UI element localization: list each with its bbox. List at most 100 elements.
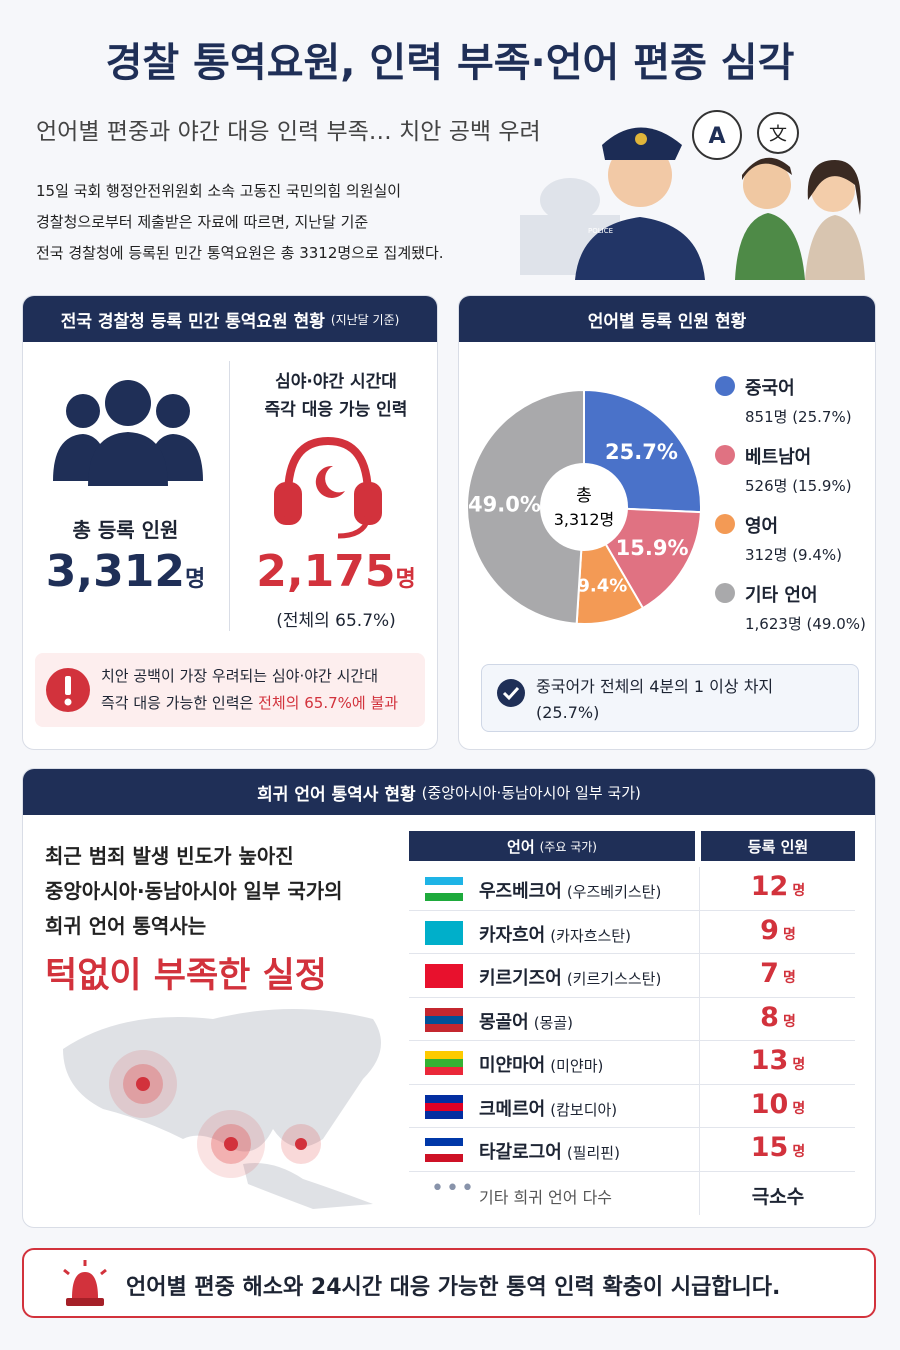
count: 15 xyxy=(750,1132,789,1163)
country: (필리핀) xyxy=(566,1144,620,1162)
check-icon xyxy=(497,679,525,707)
other-count: 극소수 xyxy=(751,1185,805,1208)
alert-part: 즉각 대응 가능한 인력은 xyxy=(101,694,259,712)
col-divider xyxy=(699,954,700,997)
night: 2,175명 xyxy=(233,546,437,597)
header-note: (주요 국가) xyxy=(539,839,597,854)
flag-stripe xyxy=(425,1102,463,1111)
col-divider xyxy=(699,1171,700,1215)
panel-title: 언어별 등록 인원 현황 xyxy=(587,311,747,332)
table-row: 카자흐어 (카자흐스탄) 9 명 xyxy=(409,910,855,954)
country: (카자흐스탄) xyxy=(550,926,631,945)
body-line: 전국 경찰청에 등록된 민간 통역요원은 총 3312명으로 집계됐다. xyxy=(36,244,444,262)
total-value: 3,312 xyxy=(45,546,185,597)
flag-stripe xyxy=(425,936,463,945)
alert-box: 치안 공백이 가장 우려되는 심야·야간 시간대 즉각 대응 가능한 인력은 전체… xyxy=(35,653,425,727)
legend-swatch xyxy=(715,445,735,465)
flag-stripe xyxy=(425,920,463,929)
footer-message: 언어별 편중 해소와 24시간 대응 가능한 통역 인력 확충이 시급합니다. xyxy=(126,1275,781,1300)
bubble-label: 文 xyxy=(769,124,787,145)
row-language: 미얀마어 (미얀마) xyxy=(479,1051,603,1077)
pie-chart: 25.7% 15.9% 9.4% 49.0% 총 3,312명 xyxy=(466,388,702,625)
language: 카자흐어 xyxy=(479,924,546,946)
body-line: 15일 국회 행정안전위원회 소속 고동진 국민의힘 의원실이 xyxy=(36,182,402,200)
unit: 명 xyxy=(792,1144,806,1160)
pie-slice xyxy=(466,388,585,625)
night-value: 2,175 xyxy=(256,546,396,597)
table-row: 타갈로그어 (필리핀) 15 명 xyxy=(409,1128,855,1172)
note-box: 중국어가 전체의 4분의 1 이상 차지 (25.7%) xyxy=(481,664,859,732)
note-line: 중국어가 전체의 4분의 1 이상 차지 xyxy=(536,677,774,696)
row-count: 15 명 xyxy=(701,1132,855,1163)
legend-swatch xyxy=(715,514,735,534)
night-label-line: 심야·야간 시간대 xyxy=(275,372,397,392)
body: 15일 국회 행정안전위원회 소속 고동진 국민의힘 의원실이 경찰청으로부터 … xyxy=(36,176,444,269)
divider xyxy=(229,361,230,631)
alert-emphasis: 전체의 65.7%에 불과 xyxy=(258,694,399,712)
other-label: 기타 희귀 언어 다수 xyxy=(479,1187,613,1207)
flag-stripe xyxy=(425,1067,463,1075)
legend-name: 기타 언어 xyxy=(745,585,818,606)
flag-stripe xyxy=(425,877,463,885)
table-row: ••• 기타 희귀 언어 다수 극소수 xyxy=(409,1171,855,1215)
col-divider xyxy=(699,1041,700,1084)
center-label: 3,312명 xyxy=(554,510,615,529)
row-language: 카자흐어 (카자흐스탄) xyxy=(479,921,631,947)
night-unit: 명 xyxy=(395,567,416,592)
unit: 명 xyxy=(782,1013,796,1030)
slice-label: 15.9% xyxy=(616,536,689,560)
badge-text: POLICE xyxy=(588,227,613,235)
language: 미얀마어 xyxy=(479,1055,546,1076)
table-row: 미얀마어 (미얀마) 13 명 xyxy=(409,1041,855,1085)
alert-line: 즉각 대응 가능한 인력은 전체의 65.7%에 불과 xyxy=(101,690,398,717)
header-language: 언어 xyxy=(507,837,535,856)
legend-detail: 526명 (15.9%) xyxy=(745,477,852,495)
legend-swatch xyxy=(715,583,735,603)
flag-stripe xyxy=(425,1059,463,1067)
panel-title: 희귀 언어 통역사 현황 xyxy=(257,784,416,805)
note-line: (25.7%) xyxy=(536,703,600,722)
total-label: 총 등록 인원 xyxy=(72,518,179,542)
legend-item: 베트남어 526명 (15.9%) xyxy=(715,443,875,512)
flag xyxy=(425,1094,463,1119)
flag xyxy=(425,1138,463,1162)
slice-label: 25.7% xyxy=(605,440,678,464)
col-divider xyxy=(699,1128,700,1171)
bubble-label: A xyxy=(708,124,725,149)
footer: 언어별 편중 해소와 24시간 대응 가능한 통역 인력 확충이 시급합니다. xyxy=(22,1248,876,1318)
panel-header: 전국 경찰청 등록 민간 통역요원 현황 (지난달 기준) xyxy=(23,296,437,342)
alert-icon xyxy=(46,668,90,712)
person-1 xyxy=(735,213,805,280)
country: (캄보디아) xyxy=(550,1100,618,1119)
legend-swatch xyxy=(715,376,735,396)
alert-text: 치안 공백이 가장 우려되는 심야·야간 시간대 즉각 대응 가능한 인력은 전체… xyxy=(101,663,398,717)
legend: 중국어 851명 (25.7%) 베트남어 526명 (15.9%) 영어 312명 (9… xyxy=(715,374,875,650)
table-row: 우즈베크어 (우즈베키스탄) 12 명 xyxy=(409,867,855,911)
unit: 명 xyxy=(782,970,796,986)
row-language: 몽골어 (몽골) xyxy=(479,1008,573,1034)
language: 키르기즈어 xyxy=(479,968,562,989)
total: 3,312명 xyxy=(23,546,228,597)
rare-emphasis: 턱없이 부족한 실정 xyxy=(45,956,327,996)
count: 13 xyxy=(750,1045,789,1076)
flag-stripe xyxy=(425,1094,463,1103)
body-line: 경찰청으로부터 제출받은 자료에 따르면, 지난달 기준 xyxy=(36,213,369,231)
flag xyxy=(425,920,463,945)
row-count: 12 명 xyxy=(701,871,855,902)
people-icon xyxy=(53,380,203,486)
bubble xyxy=(692,110,742,160)
legend-detail: 1,623명 (49.0%) xyxy=(745,615,866,633)
flag-stripe xyxy=(425,928,463,937)
count: 12 xyxy=(750,871,789,902)
night-share: (전체의 65.7%) xyxy=(276,611,396,631)
unit: 명 xyxy=(792,883,806,899)
language: 몽골어 xyxy=(479,1011,529,1033)
title: 경찰 통역요원, 인력 부족·언어 편종 심각 xyxy=(105,40,795,86)
flag-stripe xyxy=(425,885,463,893)
legend-name: 베트남어 xyxy=(745,447,812,468)
flag-stripe xyxy=(425,964,463,972)
country: (미얀마) xyxy=(550,1057,604,1075)
person-2-hair xyxy=(807,160,861,215)
